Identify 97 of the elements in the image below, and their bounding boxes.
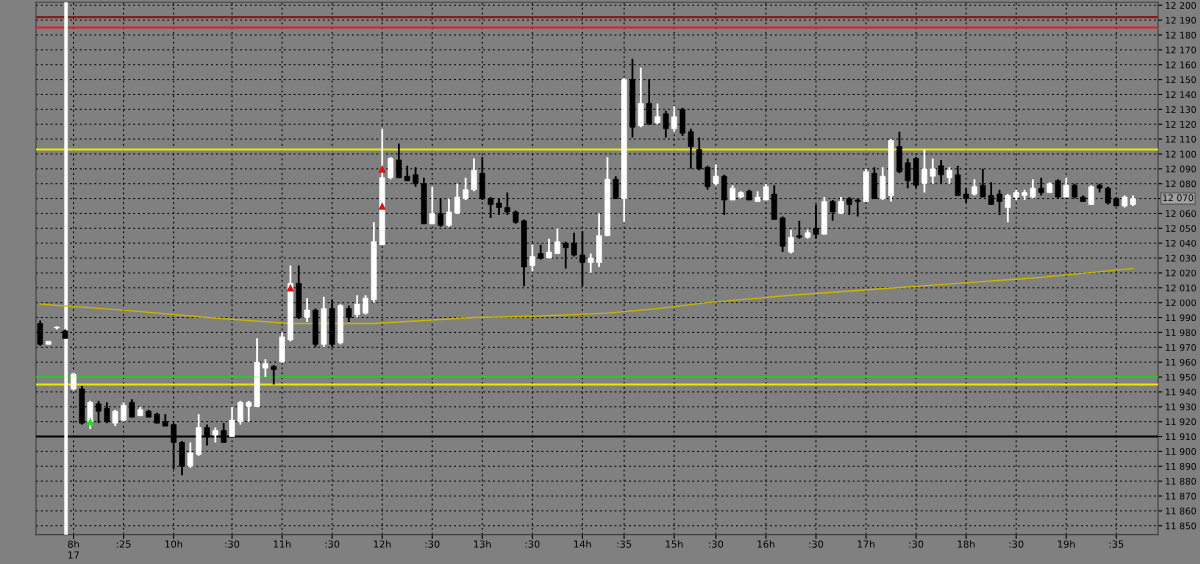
y-tick-label: 11 920 [1165, 418, 1196, 426]
candlestick [1030, 178, 1036, 200]
y-tick-label: 12 120 [1165, 120, 1196, 128]
x-tick-label: 16h [757, 540, 775, 548]
candlestick [462, 176, 469, 201]
x-tick-label: :30 [225, 540, 240, 548]
y-tick-label: 12 030 [1165, 254, 1196, 262]
y-tick-label: 12 180 [1165, 31, 1196, 39]
x-tick-label: :30 [425, 540, 440, 548]
line-series [39, 267, 1134, 325]
candlestick [637, 66, 644, 129]
candlestick [270, 364, 277, 386]
y-tick-label: 11 940 [1165, 388, 1196, 396]
point [378, 165, 386, 173]
candlestick [187, 441, 194, 469]
x-tick-label: :30 [325, 540, 340, 548]
x-tick-label: :35 [1109, 540, 1124, 548]
candlestick [529, 243, 536, 273]
candlestick [245, 399, 252, 423]
candlestick [929, 157, 936, 185]
candlestick [471, 157, 477, 193]
candlestick [87, 399, 94, 430]
y-tick-label: 11 930 [1165, 403, 1196, 411]
x-tick-label: :30 [709, 540, 724, 548]
point [286, 283, 295, 292]
y-tick-label: 12 150 [1165, 76, 1196, 84]
candlestick [354, 294, 361, 319]
y-tick-label: 11 910 [1165, 433, 1196, 441]
candlestick [446, 197, 452, 228]
x-tick-label: 11h [273, 540, 291, 548]
y-tick-label: 11 980 [1165, 329, 1196, 336]
candlestick [237, 399, 244, 426]
candlestick [554, 227, 561, 255]
y-tick-label: 12 170 [1165, 46, 1196, 54]
y-tick-label: 12 050 [1165, 225, 1196, 232]
y-tick-label: 12 130 [1165, 106, 1196, 113]
candlestick [921, 148, 928, 194]
y-tick-label: 12 040 [1165, 239, 1196, 247]
candlestick [879, 166, 886, 201]
candlestick [671, 105, 678, 133]
y-tick-label: 12 110 [1165, 135, 1196, 143]
candlestick [387, 156, 394, 181]
x-tick-label: 15h [665, 540, 683, 548]
candlestick [304, 297, 310, 323]
candlestick [587, 252, 594, 274]
x-tick-label: 13h [474, 540, 491, 548]
y-tick-label: 11 880 [1165, 477, 1196, 485]
candlestick [1004, 193, 1011, 224]
candlestick [179, 440, 185, 477]
y-tick-label: 12 100 [1165, 150, 1196, 158]
candlestick [788, 228, 794, 255]
y-tick-label: 12 160 [1165, 61, 1196, 69]
candlestick [362, 294, 369, 316]
x-tick-label: 8h 17 [68, 540, 79, 559]
candlestick [654, 102, 661, 126]
y-tick-label: 12 020 [1165, 269, 1196, 277]
y-tick-label: 12 190 [1165, 16, 1196, 24]
y-tick-label: 12 060 [1165, 210, 1196, 217]
text: 12 070 [1163, 194, 1194, 202]
x-tick-label: 10h [165, 540, 183, 548]
candlestick [612, 175, 619, 200]
y-tick-label: 12 140 [1165, 91, 1196, 99]
y-tick-label: 11 900 [1165, 448, 1196, 455]
y-tick-label: 11 990 [1165, 314, 1196, 322]
y-tick-label: 12 080 [1165, 180, 1196, 188]
y-tick-label: 11 860 [1165, 507, 1196, 515]
x-tick-label: :35 [617, 540, 632, 548]
x-tick-label: :25 [116, 540, 131, 548]
y-tick-label: 12 200 [1165, 1, 1196, 9]
candlestick [120, 401, 127, 423]
y-tick-label: 12 000 [1165, 299, 1196, 307]
x-tick-label: :30 [1009, 540, 1024, 548]
x-tick-label: 14h [574, 540, 591, 548]
candlestick [713, 163, 719, 187]
point [86, 417, 95, 426]
x-tick-label: :30 [809, 540, 824, 548]
x-tick-label: 17h [857, 540, 875, 548]
y-tick-label: 11 850 [1165, 522, 1196, 530]
candlestick [454, 182, 461, 215]
y-tick-label: 12 090 [1165, 165, 1196, 173]
x-tick-label: :30 [909, 540, 924, 548]
x-tick-label: 19h [1058, 540, 1075, 548]
candlestick [429, 185, 436, 225]
y-tick-label: 12 010 [1165, 284, 1196, 292]
x-tick-label: 18h [957, 540, 975, 548]
candlestick [1063, 176, 1070, 198]
y-tick-label: 11 960 [1165, 358, 1196, 366]
y-tick-label: 11 970 [1165, 344, 1196, 351]
candlestick [546, 237, 552, 259]
y-tick-label: 11 890 [1165, 462, 1196, 470]
candlestick [229, 405, 235, 438]
point [378, 202, 386, 210]
y-tick-label: 11 870 [1165, 492, 1196, 500]
candlestick [1088, 184, 1095, 206]
y-tick-label: 11 950 [1165, 373, 1196, 381]
x-tick-label: 12h [373, 540, 391, 548]
x-tick-label: :30 [525, 540, 540, 548]
